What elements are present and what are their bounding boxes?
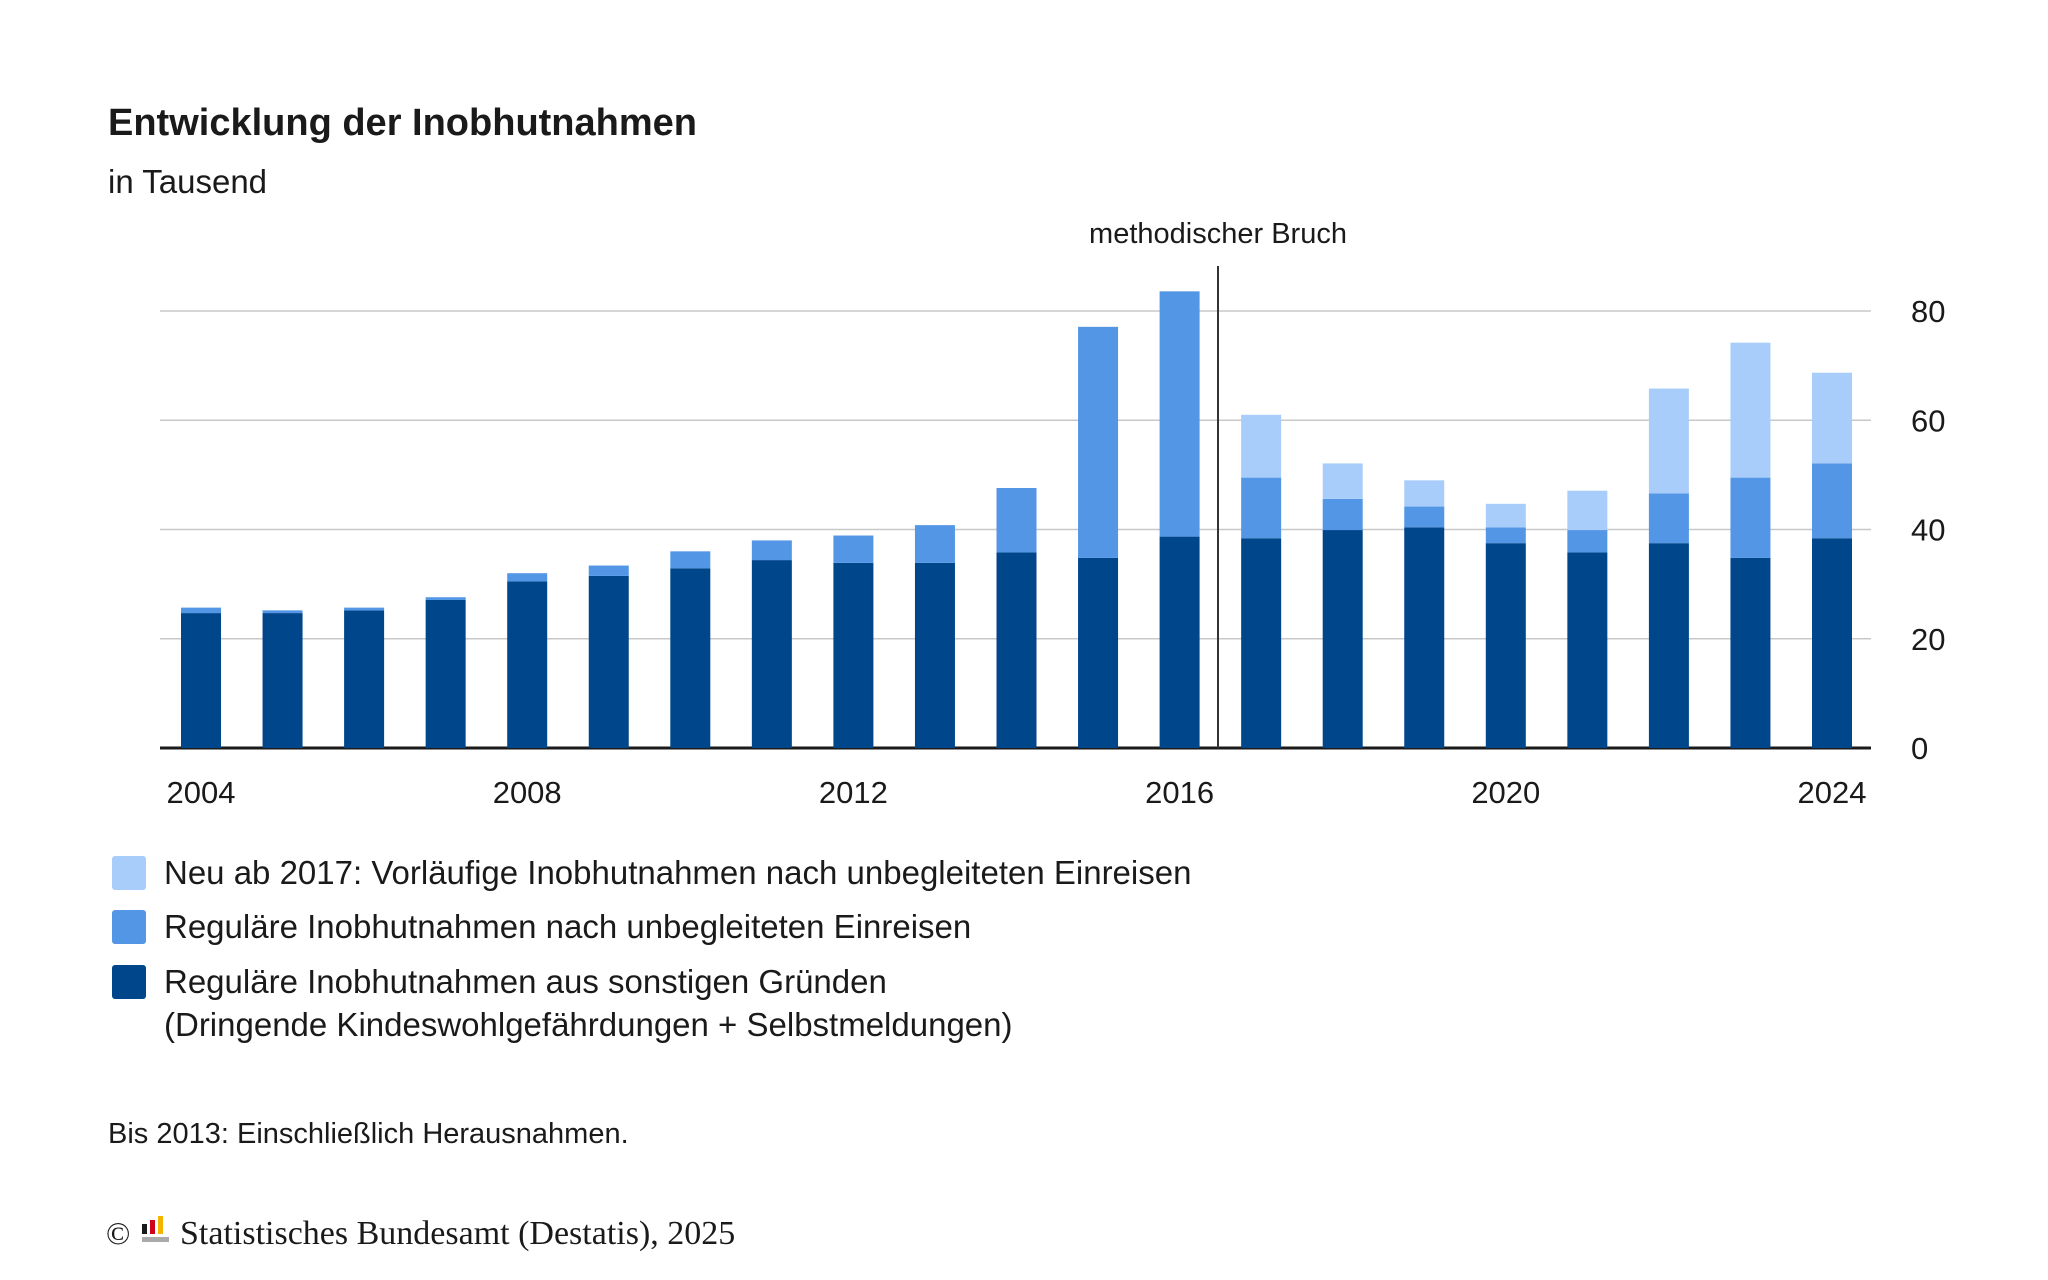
y-axis: 0 20 40 60 80	[1911, 294, 1945, 766]
bar-segment	[670, 568, 711, 748]
bar-segment	[1812, 372, 1852, 464]
bar-segment	[181, 613, 221, 748]
bar-segment	[344, 607, 385, 611]
bar-segment	[262, 610, 303, 614]
legend-item: Neu ab 2017: Vorläufige Inobhutnahmen na…	[112, 854, 1191, 891]
bar-segment	[262, 613, 303, 748]
bar-segment	[1078, 326, 1119, 558]
bar-segment	[1078, 557, 1119, 748]
legend-swatch	[112, 856, 146, 890]
bar-segment	[1648, 388, 1689, 494]
bar-segment	[751, 560, 792, 748]
y-tick-label: 20	[1911, 622, 1945, 657]
bar-segment	[1730, 342, 1771, 478]
bar-segment	[751, 540, 792, 561]
x-axis: 2004 2008 2012 2016 2020 2024	[167, 775, 1867, 810]
bars	[181, 291, 1852, 748]
legend-label: Reguläre Inobhutnahmen aus sonstigen Grü…	[164, 963, 887, 1000]
bar-segment	[914, 525, 955, 563]
x-tick-label: 2004	[167, 775, 236, 810]
bar-segment	[833, 562, 874, 748]
bar-segment	[1812, 538, 1852, 748]
x-tick-label: 2012	[819, 775, 888, 810]
bar-segment	[1730, 477, 1771, 558]
bar-segment	[1730, 557, 1771, 748]
x-tick-label: 2016	[1145, 775, 1214, 810]
bar-segment	[425, 599, 466, 748]
bar-segment	[914, 562, 955, 748]
chart-subtitle: in Tausend	[108, 163, 267, 200]
bar-segment	[833, 535, 874, 563]
y-tick-label: 0	[1911, 731, 1928, 766]
x-tick-label: 2008	[493, 775, 562, 810]
bar-segment	[1159, 536, 1200, 748]
bar-segment	[1241, 414, 1282, 478]
bar-segment	[996, 552, 1037, 748]
bar-segment	[1485, 543, 1526, 748]
bar-segment	[181, 607, 221, 614]
legend-item: Reguläre Inobhutnahmen aus sonstigen Grü…	[112, 963, 1013, 1043]
x-tick-label: 2020	[1471, 775, 1540, 810]
bar-segment	[1648, 543, 1689, 748]
bar-segment	[1567, 552, 1608, 748]
bar-segment	[507, 573, 548, 582]
legend-swatch	[112, 910, 146, 944]
bar-segment	[1322, 463, 1363, 499]
bar-segment	[1567, 530, 1608, 553]
bar-segment	[1241, 477, 1282, 539]
bar-segment	[1322, 530, 1363, 748]
bar-segment	[344, 610, 385, 748]
y-tick-label: 40	[1911, 513, 1945, 548]
y-tick-label: 80	[1911, 294, 1945, 329]
bar-segment	[588, 575, 629, 748]
destatis-logo-icon	[142, 1216, 169, 1242]
bar-segment	[425, 597, 466, 600]
legend-label-line2: (Dringende Kindeswohlgefährdungen + Selb…	[164, 1006, 1013, 1043]
legend-item: Reguläre Inobhutnahmen nach unbegleitete…	[112, 908, 971, 945]
bar-segment	[1648, 493, 1689, 544]
bar-segment	[996, 487, 1037, 553]
bar-segment	[1241, 538, 1282, 748]
bar-segment	[1159, 291, 1200, 537]
legend-swatch	[112, 965, 146, 999]
legend-label: Reguläre Inobhutnahmen nach unbegleitete…	[164, 908, 971, 945]
bar-segment	[1404, 527, 1445, 748]
bar-segment	[1485, 527, 1526, 544]
bar-segment	[1567, 490, 1608, 531]
bar-segment	[507, 581, 548, 748]
bar-segment	[670, 551, 711, 569]
chart-title: Entwicklung der Inobhutnahmen	[108, 102, 697, 144]
legend: Neu ab 2017: Vorläufige Inobhutnahmen na…	[112, 854, 1191, 1043]
bar-segment	[1812, 463, 1852, 539]
copyright-symbol: ©	[106, 1215, 130, 1251]
bar-segment	[588, 565, 629, 576]
x-tick-label: 2024	[1798, 775, 1867, 810]
bar-segment	[1404, 480, 1445, 507]
y-tick-label: 60	[1911, 403, 1945, 438]
bar-segment	[1485, 503, 1526, 528]
source-text: Statistisches Bundesamt (Destatis), 2025	[180, 1215, 735, 1252]
bar-segment	[1404, 506, 1445, 528]
legend-label: Neu ab 2017: Vorläufige Inobhutnahmen na…	[164, 854, 1191, 891]
bar-segment	[1322, 498, 1363, 531]
footnote: Bis 2013: Einschließlich Herausnahmen.	[108, 1118, 629, 1150]
methodical-break-label: methodischer Bruch	[1089, 218, 1347, 250]
